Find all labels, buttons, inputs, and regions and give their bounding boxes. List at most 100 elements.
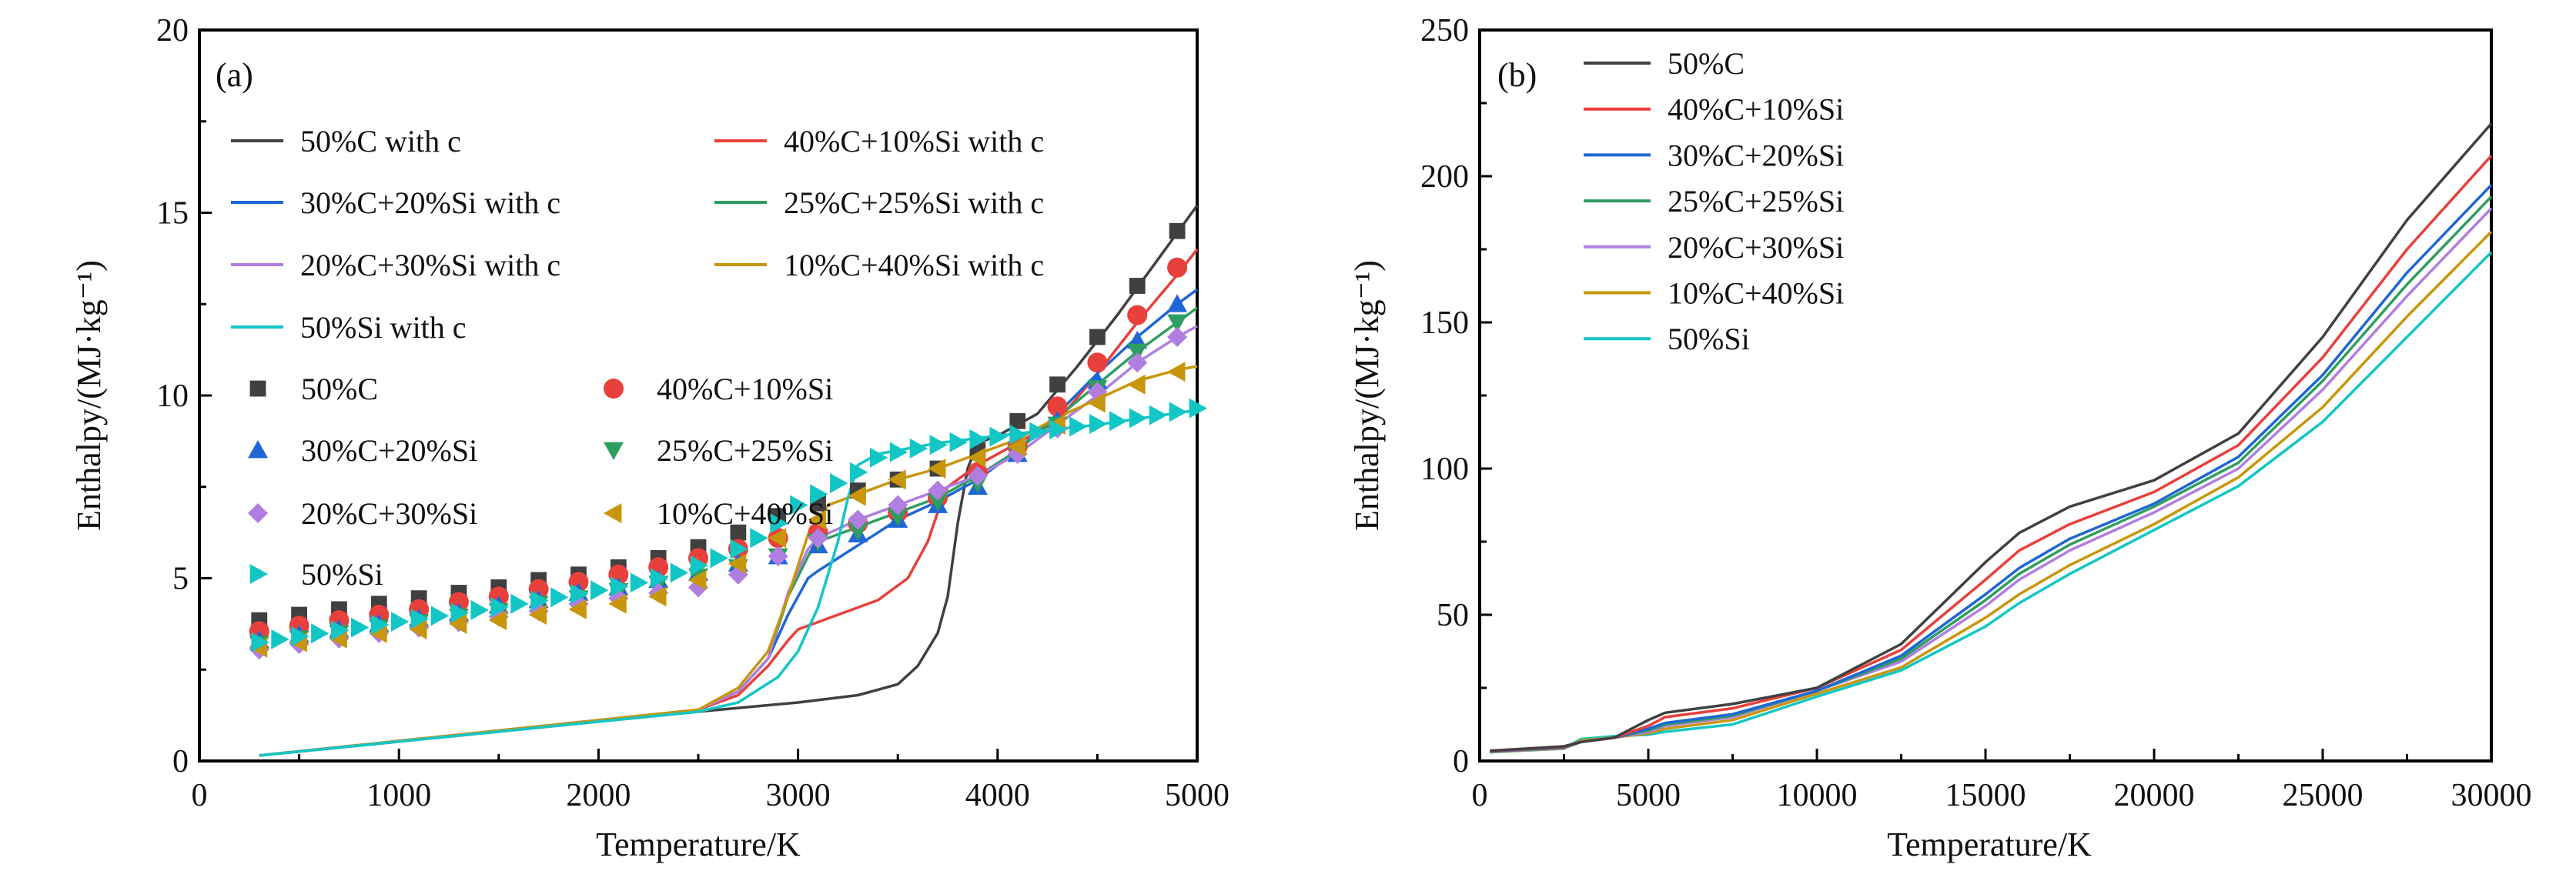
legend-item: 30%C+20%Si bbox=[248, 433, 477, 468]
data-point bbox=[450, 602, 469, 623]
data-point bbox=[1127, 374, 1146, 395]
data-point bbox=[568, 599, 587, 619]
panel-b: (b) Temperature/K Enthalpy/(MJ·kg⁻¹) 0 50… bbox=[1348, 13, 2532, 863]
data-point bbox=[768, 546, 788, 566]
data-point bbox=[528, 605, 547, 625]
legend-item: 40%C+10%Si bbox=[604, 372, 833, 406]
legend-marker bbox=[248, 503, 268, 523]
data-point bbox=[730, 524, 747, 541]
data-point bbox=[1189, 398, 1207, 419]
data-point bbox=[550, 587, 569, 608]
x-tick-label: 5000 bbox=[1616, 778, 1681, 813]
panel-a-label: (a) bbox=[216, 56, 253, 94]
data-point bbox=[370, 614, 390, 635]
legend-item: 25%C+25%Si bbox=[1584, 184, 1844, 219]
data-point bbox=[969, 429, 988, 449]
data-point bbox=[848, 509, 868, 530]
x-tick-label: 4000 bbox=[965, 778, 1030, 813]
data-point bbox=[888, 469, 906, 490]
legend-marker bbox=[604, 503, 622, 523]
y-tick-label: 150 bbox=[1420, 305, 1469, 341]
data-point bbox=[1127, 305, 1148, 325]
data-point bbox=[1089, 414, 1108, 435]
panel-a-x-axis-label: Temperature/K bbox=[596, 826, 801, 863]
legend-label: 25%C+25%Si with c bbox=[784, 185, 1044, 220]
data-point bbox=[1009, 412, 1026, 429]
panel-b-y-axis-label: Enthalpy/(MJ·kg⁻¹) bbox=[1348, 260, 1386, 531]
data-point bbox=[848, 522, 868, 541]
data-point bbox=[730, 539, 748, 559]
data-point bbox=[949, 432, 968, 452]
data-point bbox=[1009, 424, 1028, 445]
data-point bbox=[1129, 408, 1148, 429]
legend-label: 30%C+20%Si bbox=[1668, 138, 1844, 172]
data-point bbox=[530, 590, 549, 611]
legend-label: 20%C+30%Si bbox=[301, 496, 477, 531]
data-point bbox=[928, 493, 948, 512]
data-point bbox=[967, 466, 988, 486]
legend-item: 50%Si bbox=[249, 557, 383, 592]
data-point bbox=[291, 626, 309, 647]
scatter-50-si bbox=[251, 398, 1207, 652]
legend-label: 50%C bbox=[1668, 46, 1745, 81]
legend-item: 40%C+10%Si bbox=[1584, 92, 1844, 127]
data-point bbox=[848, 486, 866, 506]
legend-item: 10%C+40%Si bbox=[1584, 276, 1844, 311]
x-tick-label: 10000 bbox=[1777, 778, 1858, 813]
legend-marker bbox=[249, 380, 266, 397]
panel-b-plot-area bbox=[1489, 122, 2493, 754]
x-tick-label: 3000 bbox=[766, 778, 831, 813]
data-point bbox=[430, 606, 450, 626]
data-point bbox=[909, 438, 928, 459]
data-point bbox=[989, 426, 1008, 447]
legend-marker bbox=[604, 379, 624, 399]
data-point bbox=[630, 572, 649, 593]
data-point bbox=[1049, 376, 1066, 393]
y-tick-label: 50 bbox=[1437, 598, 1469, 633]
data-point bbox=[888, 508, 908, 526]
x-tick-label: 20000 bbox=[2114, 778, 2195, 813]
data-point bbox=[590, 580, 609, 601]
panel-b-x-axis-label: Temperature/K bbox=[1887, 826, 2092, 863]
legend-label: 25%C+25%Si bbox=[657, 433, 833, 468]
line-50-si bbox=[1490, 251, 2493, 754]
data-point bbox=[650, 568, 669, 589]
data-point bbox=[448, 613, 467, 634]
data-point bbox=[610, 576, 629, 597]
legend-label: 50%C with c bbox=[300, 124, 461, 159]
data-point bbox=[1167, 327, 1188, 347]
data-point bbox=[271, 629, 289, 649]
data-point bbox=[808, 528, 828, 549]
y-tick-label: 20 bbox=[156, 13, 189, 48]
data-point bbox=[1129, 278, 1146, 294]
data-point bbox=[570, 583, 589, 604]
data-point bbox=[830, 473, 848, 493]
x-tick-label: 0 bbox=[192, 778, 208, 813]
legend-label: 50%Si bbox=[301, 557, 383, 592]
legend-item: 20%C+30%Si with c bbox=[231, 248, 560, 282]
legend-item: 50%C bbox=[1584, 46, 1745, 81]
data-point bbox=[1069, 416, 1088, 437]
x-tick-label: 25000 bbox=[2283, 778, 2364, 813]
data-point bbox=[710, 548, 728, 569]
data-point bbox=[1087, 352, 1108, 373]
data-point bbox=[1047, 396, 1068, 417]
legend-label: 30%C+20%Si bbox=[301, 433, 477, 468]
legend-item: 25%C+25%Si with c bbox=[714, 185, 1044, 220]
data-point bbox=[810, 484, 828, 505]
legend-item: 50%C bbox=[249, 372, 378, 406]
data-point bbox=[929, 435, 948, 456]
data-point bbox=[1089, 329, 1106, 345]
scatter-30-c-20-si bbox=[249, 294, 1188, 649]
legend-label: 20%C+30%Si bbox=[1668, 230, 1844, 265]
data-point bbox=[1109, 411, 1128, 432]
data-point bbox=[1167, 257, 1188, 278]
data-point bbox=[1167, 314, 1188, 332]
data-point bbox=[311, 623, 330, 644]
data-point bbox=[350, 617, 370, 638]
data-point bbox=[648, 586, 667, 607]
y-tick-label: 5 bbox=[172, 562, 189, 597]
data-point bbox=[490, 597, 509, 618]
data-point bbox=[889, 442, 908, 462]
